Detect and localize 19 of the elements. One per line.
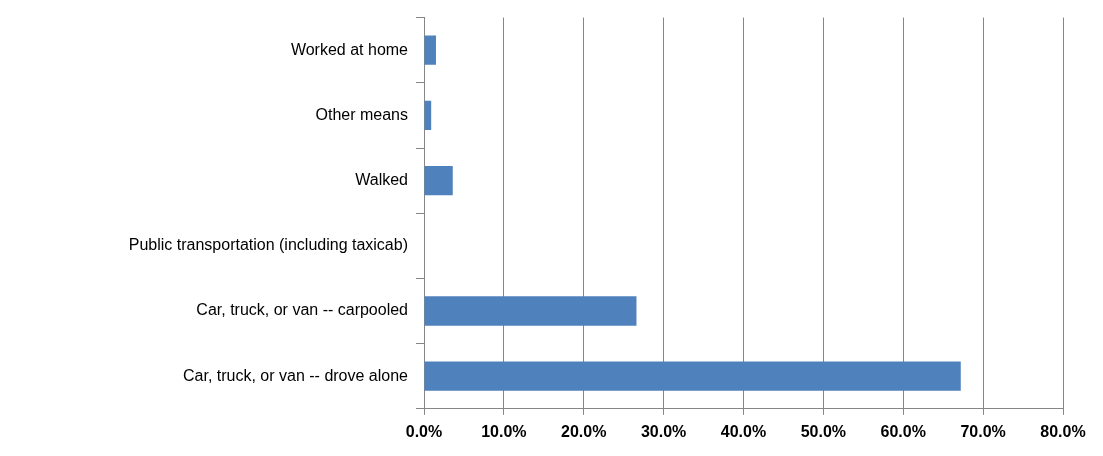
- bar: [424, 35, 436, 65]
- bar: [424, 165, 453, 196]
- y-tick-label: Public transportation (including taxicab): [128, 236, 408, 254]
- x-tick-label: 50.0%: [800, 422, 847, 440]
- y-tick-label: Other means: [315, 105, 408, 123]
- bar: [424, 296, 637, 326]
- bar: [424, 361, 961, 391]
- x-tick-label: 0.0%: [405, 422, 443, 440]
- x-tick-label: 80.0%: [1040, 422, 1086, 440]
- x-tick-label: 10.0%: [481, 422, 527, 440]
- y-tick-label: Car, truck, or van -- carpooled: [196, 301, 408, 319]
- y-tick-label: Walked: [355, 171, 408, 189]
- y-tick-label: Car, truck, or van -- drove alone: [183, 366, 409, 384]
- y-tick-label: Worked at home: [290, 40, 409, 58]
- x-tick-label: 30.0%: [640, 422, 687, 440]
- x-tick-label: 40.0%: [720, 422, 767, 440]
- x-tick-label: 70.0%: [960, 422, 1006, 440]
- x-tick-label: 60.0%: [880, 422, 926, 440]
- x-tick-label: 20.0%: [561, 422, 607, 440]
